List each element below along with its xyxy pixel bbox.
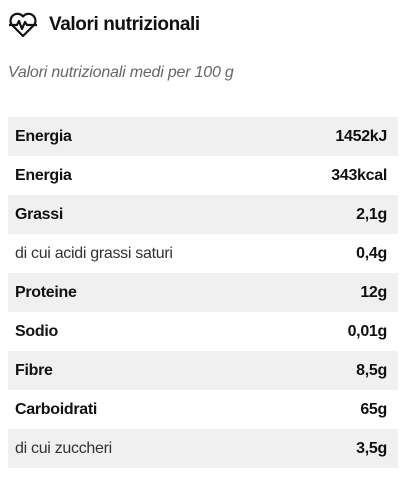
row-value: 343kcal [331,166,387,184]
row-value: 2,1g [356,205,387,223]
row-value: 1452kJ [335,127,387,145]
heart-pulse-icon [9,12,37,38]
row-label: Energia [15,166,72,184]
row-value: 0,4g [356,244,387,262]
table-row: di cui zuccheri 3,5g [8,429,398,468]
row-label: Grassi [15,205,64,223]
table-row: di cui acidi grassi saturi 0,4g [8,234,398,273]
row-value: 65g [360,400,387,418]
row-label: Proteine [15,283,77,301]
row-label: Energia [15,127,72,145]
table-row: Grassi 2,1g [8,195,398,234]
table-row: Energia 1452kJ [8,117,398,156]
table-row: Proteine 12g [8,273,398,312]
table-row: Energia 343kcal [8,156,398,195]
row-label: di cui acidi grassi saturi [15,244,173,262]
row-value: 0,01g [347,322,388,340]
row-value: 12g [360,283,387,301]
row-label: Sodio [15,322,58,340]
title: Valori nutrizionali [49,14,200,35]
table-row: Sodio 0,01g [8,312,398,351]
row-label: Carboidrati [15,400,98,418]
row-value: 8,5g [356,361,387,379]
table-row: Carboidrati 65g [8,390,398,429]
header: Valori nutrizionali [8,10,200,40]
table-row: Fibre 8,5g [8,351,398,390]
subtitle: Valori nutrizionali medi per 100 g [8,64,234,81]
row-label: Fibre [15,361,53,379]
row-value: 3,5g [356,439,387,457]
row-label: di cui zuccheri [15,439,112,457]
nutrition-table: Energia 1452kJ Energia 343kcal Grassi 2,1g … [8,117,398,468]
